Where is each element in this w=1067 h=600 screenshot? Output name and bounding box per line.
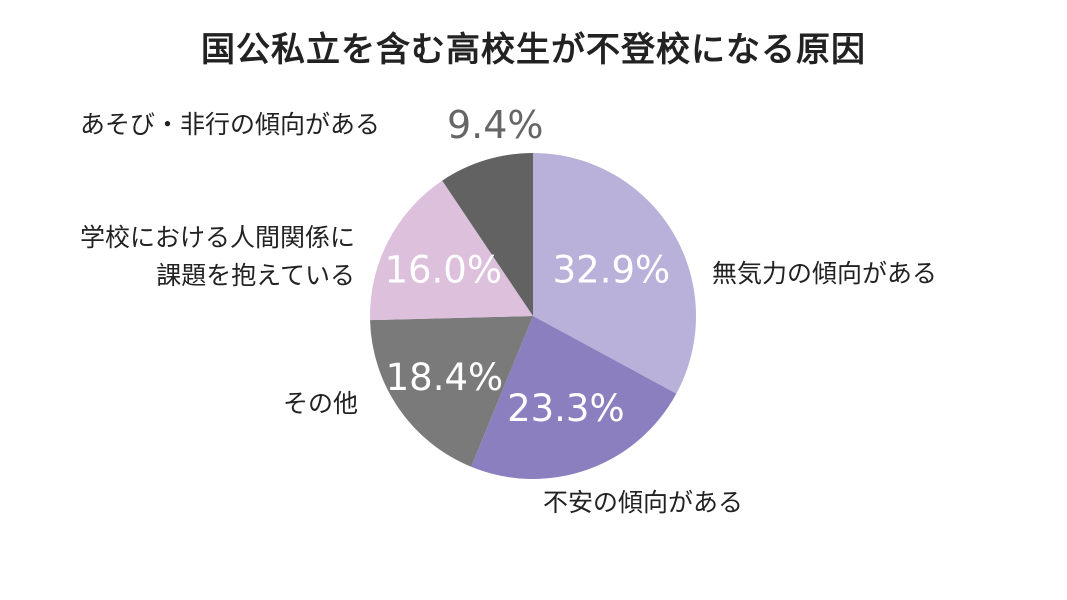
pie-slice-other	[370, 316, 533, 467]
pie-slice-anxiety	[471, 316, 677, 479]
pie-slice-apathy	[533, 153, 696, 394]
slice-label-other: その他	[283, 389, 359, 418]
slice-label-apathy: 無気力の傾向がある	[712, 259, 938, 288]
slice-label-relationships-line2: 課題を抱えている	[156, 261, 355, 290]
pie-slice-relationships	[370, 180, 533, 321]
slice-value-apathy: 32.9%	[553, 248, 671, 291]
slice-value-anxiety: 23.3%	[507, 387, 625, 430]
slice-label-anxiety: 不安の傾向がある	[543, 488, 744, 517]
pie-slice-delinquency	[442, 153, 533, 316]
slice-label-relationships: 学校における人間関係に 課題を抱えている	[10, 219, 355, 295]
slice-value-delinquency: 9.4%	[447, 103, 544, 147]
chart-title: 国公私立を含む高校生が不登校になる原因	[201, 30, 866, 70]
slice-label-delinquency: あそび・非行の傾向がある	[80, 110, 381, 139]
slice-value-relationships: 16.0%	[384, 249, 502, 292]
slice-label-relationships-line1: 学校における人間関係に	[79, 223, 355, 252]
pie-percentage-labels: 32.9% 23.3%18.4% 16.0%	[384, 248, 670, 430]
pie-slices	[370, 153, 696, 479]
slice-value-other: 18.4%	[386, 356, 504, 399]
